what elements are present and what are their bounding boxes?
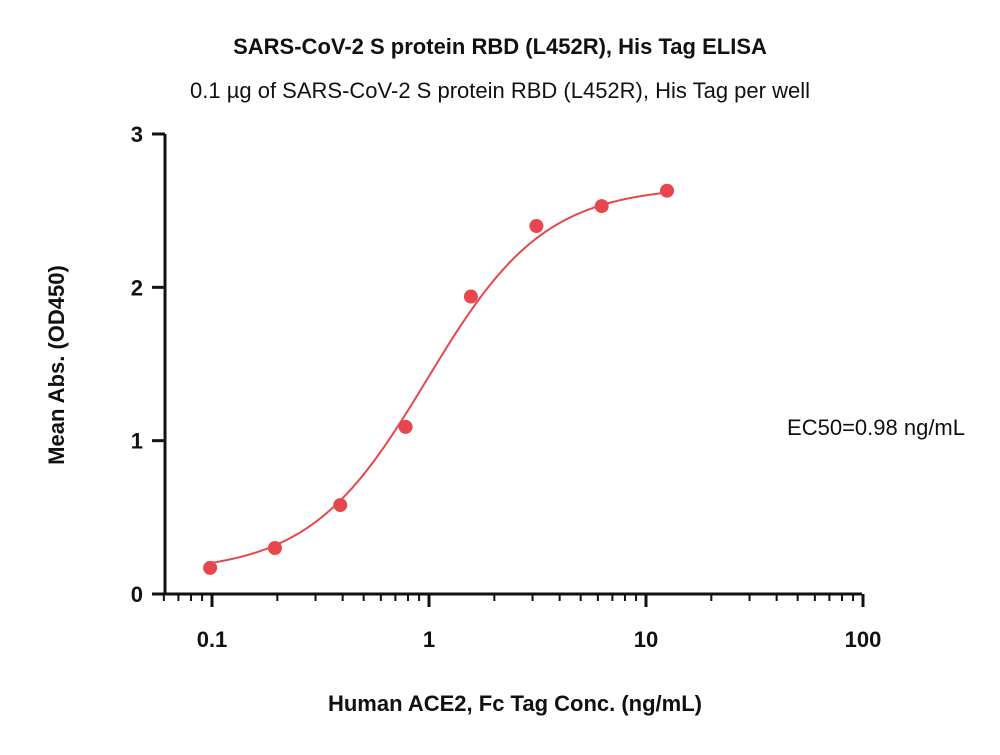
data-point [529, 219, 544, 233]
x-tick-label: 0.1 [197, 627, 228, 652]
data-points [203, 183, 675, 575]
data-point [463, 289, 478, 304]
data-point [594, 199, 609, 214]
x-tick-label: 100 [845, 627, 882, 652]
x-tick-label: 1 [423, 627, 435, 652]
fit-curve [209, 191, 668, 565]
x-axis-title: Human ACE2, Fc Tag Conc. (ng/mL) [328, 691, 702, 716]
data-point [333, 498, 348, 513]
chart-title: SARS-CoV-2 S protein RBD (L452R), His Ta… [233, 34, 767, 59]
y-tick-label: 2 [131, 275, 143, 300]
ticks: 0 1 2 3 0.1 1 10 100 [131, 122, 882, 652]
data-point [660, 183, 675, 198]
y-axis-title: Mean Abs. (OD450) [44, 265, 69, 465]
y-tick-label: 1 [131, 429, 143, 454]
data-point [203, 560, 218, 575]
axes [163, 134, 862, 596]
data-point [398, 419, 413, 434]
x-tick-label: 10 [634, 627, 658, 652]
ec50-annotation: EC50=0.98 ng/mL [787, 415, 965, 440]
data-point [267, 541, 282, 555]
y-tick-label: 0 [131, 582, 143, 607]
y-tick-label: 3 [131, 122, 143, 147]
chart-subtitle: 0.1 µg of SARS-CoV-2 S protein RBD (L452… [190, 78, 810, 103]
